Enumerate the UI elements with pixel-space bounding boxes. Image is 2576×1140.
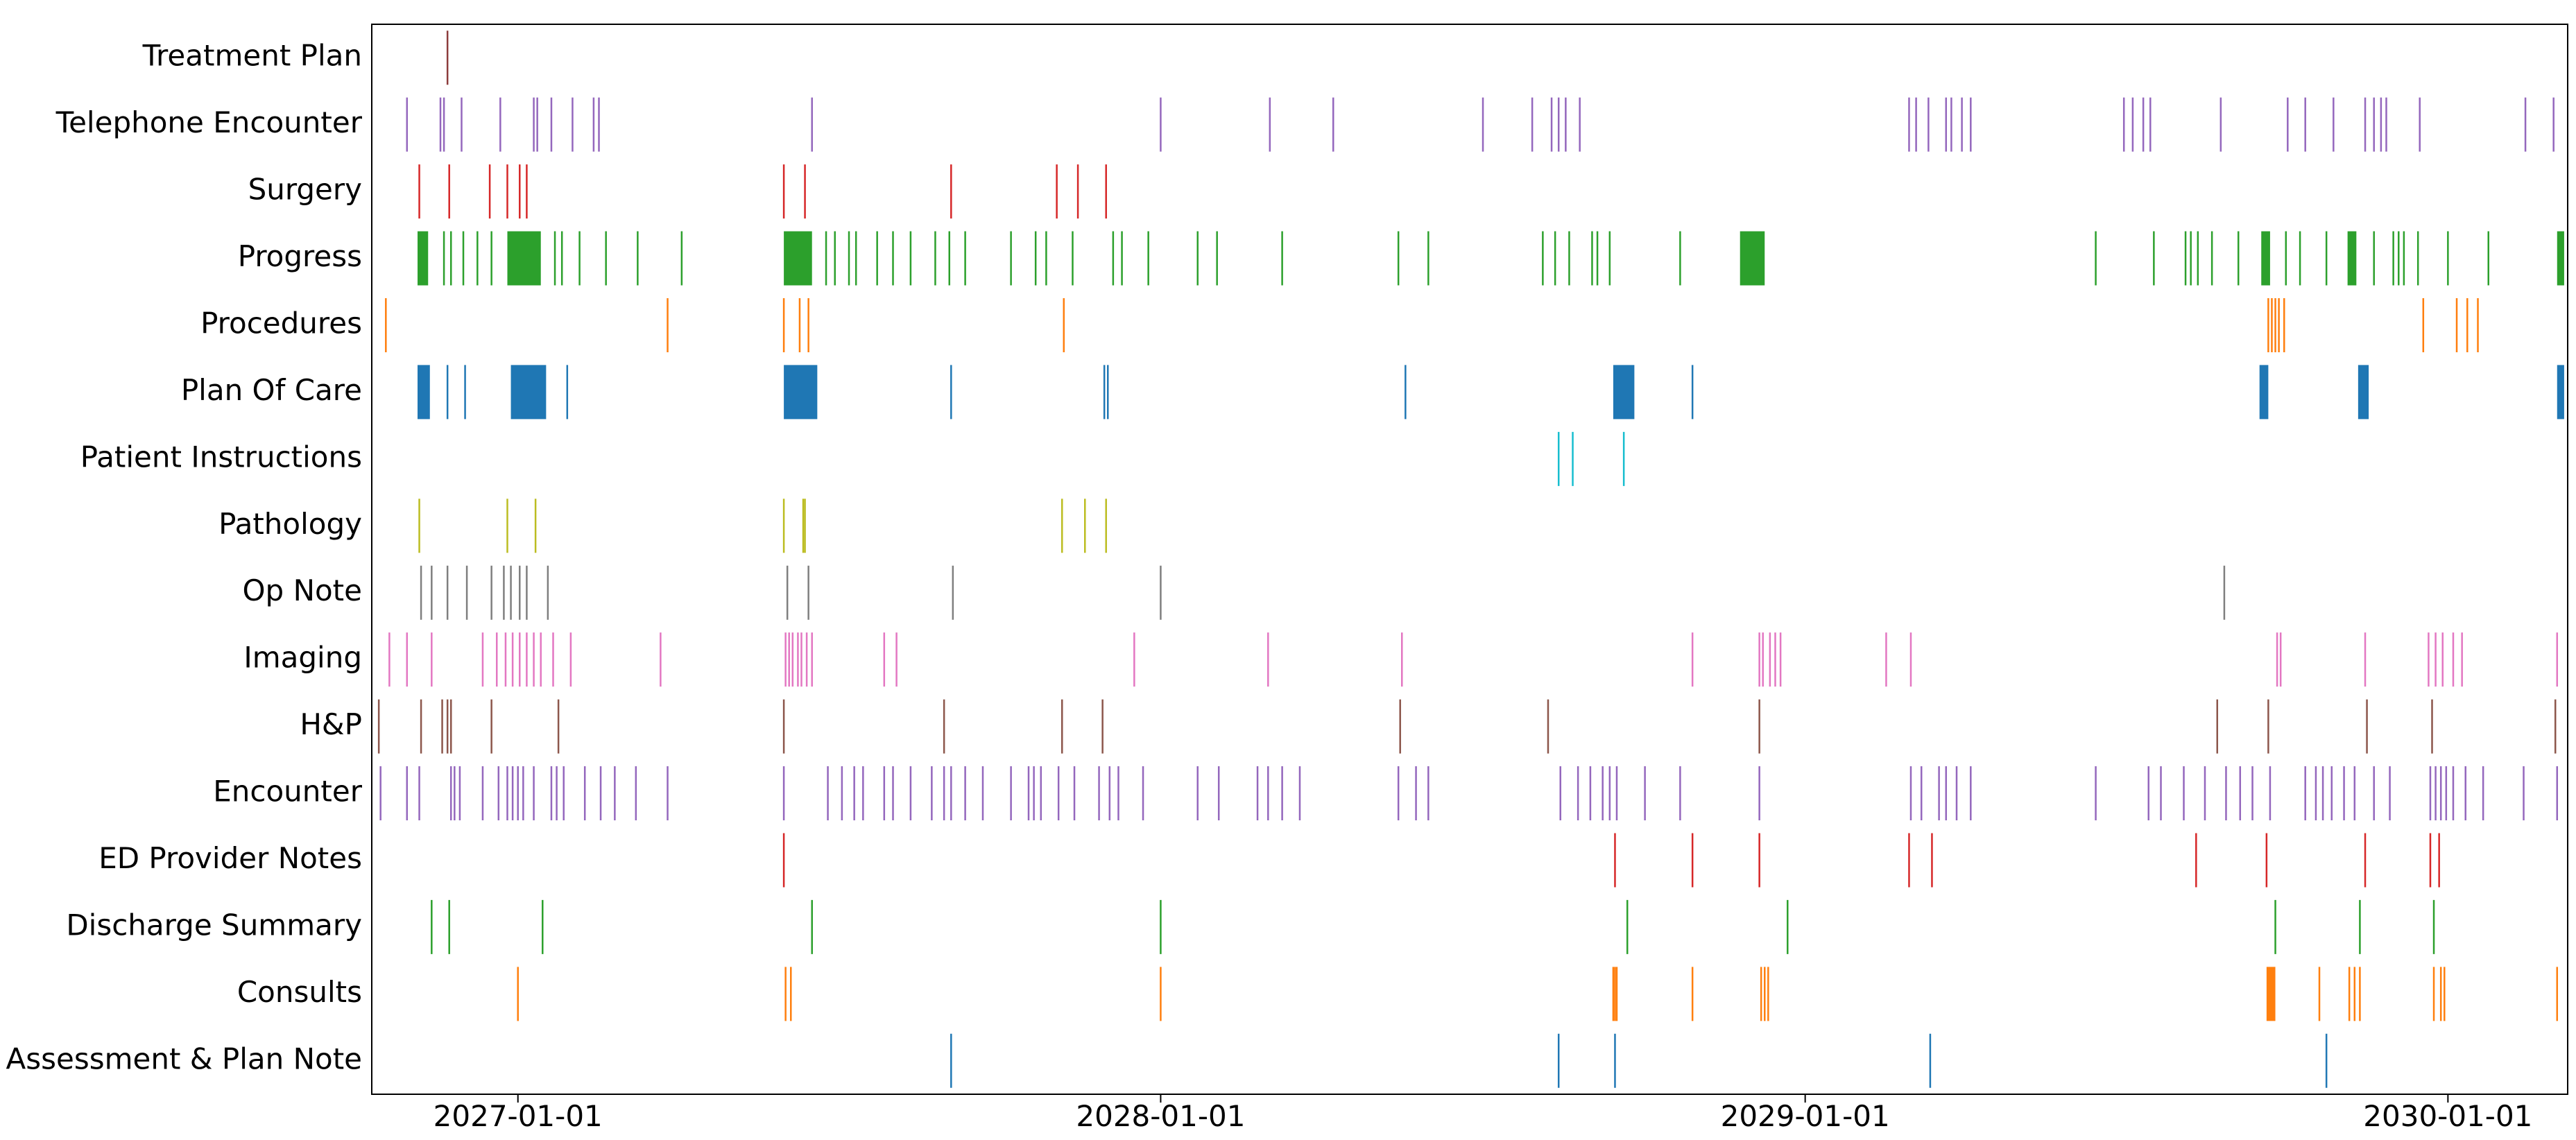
x-tick-label: 2027-01-01 [433,1099,603,1133]
y-label-op-note: Op Note [243,573,363,607]
x-tick-label: 2028-01-01 [1076,1099,1245,1133]
y-axis-labels: Treatment Plan Telephone Encounter Surgery… [6,39,362,1076]
event-range-plan-of-care [2259,365,2269,420]
y-label-surgery: Surgery [248,173,362,207]
event-range-progress [784,231,812,286]
event-range-plan-of-care [784,365,818,420]
event-range-plan-of-care [1613,365,1635,420]
y-label-telephone-encounter: Telephone Encounter [55,105,363,139]
event-range-progress [2347,231,2357,286]
y-label-assessment-plan-note: Assessment & Plan Note [6,1042,362,1076]
plot-frame [371,24,2568,1095]
event-marks [377,31,2564,1088]
event-range-plan-of-care [510,365,547,420]
y-label-discharge-summary: Discharge Summary [66,908,362,942]
event-range-plan-of-care [2358,365,2369,420]
event-range-progress [1740,231,1765,286]
y-label-pathology: Pathology [218,507,362,541]
y-label-treatment-plan: Treatment Plan [142,39,362,73]
y-label-procedures: Procedures [200,306,362,340]
y-label-consults: Consults [237,975,362,1009]
y-label-imaging: Imaging [243,641,362,675]
event-range-progress [418,231,429,286]
y-label-progress: Progress [238,239,362,273]
event-range-progress [2261,231,2270,286]
event-range-consults [2266,967,2276,1021]
event-range-progress [2557,231,2564,286]
event-range-plan-of-care [2557,365,2564,420]
y-label-encounter: Encounter [213,775,362,809]
x-tick-label: 2029-01-01 [1721,1099,1890,1133]
x-axis-ticks: 2027-01-01 2028-01-01 2029-01-01 2030-01-01 [433,1094,2532,1133]
y-label-patient-instructions: Patient Instructions [80,440,362,474]
event-range-plan-of-care [418,365,430,420]
y-label-ed-provider-notes: ED Provider Notes [98,841,362,875]
y-label-h-p: H&P [300,707,362,741]
x-tick-label: 2030-01-01 [2363,1099,2532,1133]
event-range-progress [507,231,541,286]
y-label-plan-of-care: Plan Of Care [181,373,362,407]
